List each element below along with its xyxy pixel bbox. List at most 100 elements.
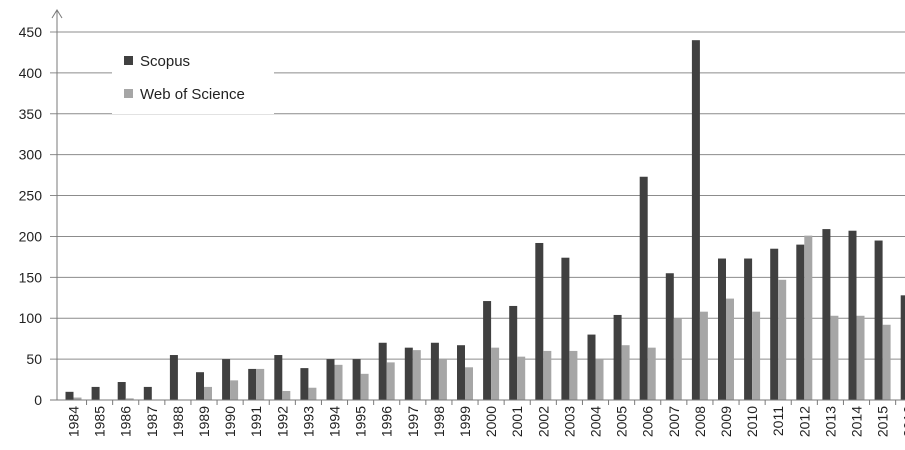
bar-web-of-science <box>595 359 604 400</box>
legend-background <box>112 44 274 114</box>
y-axis-arrow <box>51 9 63 19</box>
bar-scopus <box>587 334 596 400</box>
x-tick-label: 1996 <box>379 406 395 437</box>
x-tick-label: 1988 <box>170 406 186 437</box>
bar-web-of-science <box>308 387 317 400</box>
x-tick-label: 2014 <box>849 406 865 437</box>
y-tick-label: 200 <box>19 228 43 244</box>
x-tick-label: 2015 <box>875 406 891 437</box>
bar-scopus <box>509 305 518 400</box>
x-tick-label: 2009 <box>718 406 734 437</box>
bar-scopus <box>561 257 570 400</box>
bar-web-of-science <box>412 350 421 400</box>
bar-web-of-science <box>882 324 891 400</box>
x-tick-label: 2013 <box>822 406 838 437</box>
y-tick-label: 0 <box>34 392 42 408</box>
bar-scopus <box>222 359 231 400</box>
bar-web-of-science <box>804 235 813 400</box>
y-tick-label: 50 <box>26 351 42 367</box>
legend-label-web-of-science: Web of Science <box>140 86 245 103</box>
legend-label-scopus: Scopus <box>140 53 190 70</box>
bar-web-of-science <box>73 397 82 400</box>
bar-web-of-science <box>256 368 265 400</box>
bar-scopus <box>248 368 257 400</box>
x-tick-label: 1995 <box>353 406 369 437</box>
x-tick-label: 1990 <box>222 406 238 437</box>
y-tick-label: 150 <box>19 269 43 285</box>
legend-swatch-web-of-science <box>124 89 133 98</box>
bar-scopus <box>352 359 361 400</box>
bar-scopus <box>169 355 178 400</box>
bar-web-of-science <box>752 311 761 400</box>
bar-web-of-science <box>386 362 395 400</box>
x-tick-label: 1992 <box>274 406 290 437</box>
bar-scopus <box>665 273 674 400</box>
bar-web-of-science <box>856 315 865 400</box>
bar-web-of-science <box>699 311 708 400</box>
x-tick-label: 1994 <box>327 406 343 437</box>
x-tick-label: 1998 <box>431 406 447 437</box>
bar-scopus <box>483 301 492 400</box>
bar-web-of-science <box>621 345 630 400</box>
bar-scopus <box>822 229 831 400</box>
bar-web-of-science <box>778 279 787 400</box>
bar-scopus <box>117 382 126 400</box>
x-tick-label: 2006 <box>640 406 656 437</box>
x-tick-label: 1993 <box>300 406 316 437</box>
bar-web-of-science <box>334 364 343 400</box>
bar-web-of-science <box>465 367 473 400</box>
bar-web-of-science <box>673 318 682 400</box>
bar-scopus <box>796 244 805 400</box>
bar-scopus <box>718 258 726 400</box>
bar-scopus <box>770 248 779 400</box>
y-tick-label: 300 <box>19 147 43 163</box>
bar-scopus <box>143 386 152 400</box>
x-tick-label: 1984 <box>66 406 82 437</box>
x-tick-label: 2005 <box>614 406 630 437</box>
bar-scopus <box>900 295 905 400</box>
y-tick-label: 450 <box>19 24 43 40</box>
y-tick-label: 400 <box>19 65 43 81</box>
x-tick-label: 2001 <box>509 406 525 437</box>
x-tick-label: 2000 <box>483 406 499 437</box>
x-tick-label: 2002 <box>535 406 551 437</box>
bar-scopus <box>457 345 465 400</box>
bar-scopus <box>378 342 387 400</box>
bar-web-of-science <box>125 398 134 400</box>
bar-scopus <box>404 347 413 400</box>
y-tick-label: 350 <box>19 106 43 122</box>
x-tick-label: 1991 <box>248 406 264 437</box>
x-tick-label: 2004 <box>588 406 604 437</box>
x-tick-label: 2010 <box>744 406 760 437</box>
bar-web-of-science <box>282 391 291 400</box>
bars <box>65 40 905 401</box>
bar-scopus <box>848 230 857 400</box>
x-tick-label: 2011 <box>770 406 786 436</box>
bar-scopus <box>300 368 309 400</box>
bar-scopus <box>274 355 283 400</box>
y-tick-label: 100 <box>19 310 43 326</box>
x-axis: 1984 1985 1986 1987 1988 1989 1990 1991 1992 1993… <box>50 399 905 437</box>
bar-scopus <box>65 391 74 400</box>
bar-web-of-science <box>360 373 369 400</box>
x-tick-label: 1999 <box>457 406 473 437</box>
bar-scopus <box>874 240 883 400</box>
y-axis: 0 50 100 150 200 250 300 350 400 450 <box>19 9 63 408</box>
bar-web-of-science <box>517 356 526 400</box>
bar-web-of-science <box>569 350 578 400</box>
x-tick-label: 1987 <box>144 406 160 437</box>
bar-scopus <box>91 386 100 400</box>
bar-scopus <box>744 258 753 400</box>
bar-web-of-science <box>543 350 552 400</box>
legend: Scopus Web of Science <box>112 44 274 114</box>
bar-scopus <box>326 359 335 400</box>
bar-scopus <box>639 176 648 400</box>
x-tick-label: 2007 <box>666 406 682 437</box>
bar-web-of-science <box>230 380 239 400</box>
x-tick-label: 2003 <box>561 406 577 437</box>
bar-scopus <box>196 372 204 400</box>
x-tick-label: 1986 <box>118 406 134 437</box>
bar-web-of-science <box>647 347 656 400</box>
bar-web-of-science <box>438 359 447 400</box>
